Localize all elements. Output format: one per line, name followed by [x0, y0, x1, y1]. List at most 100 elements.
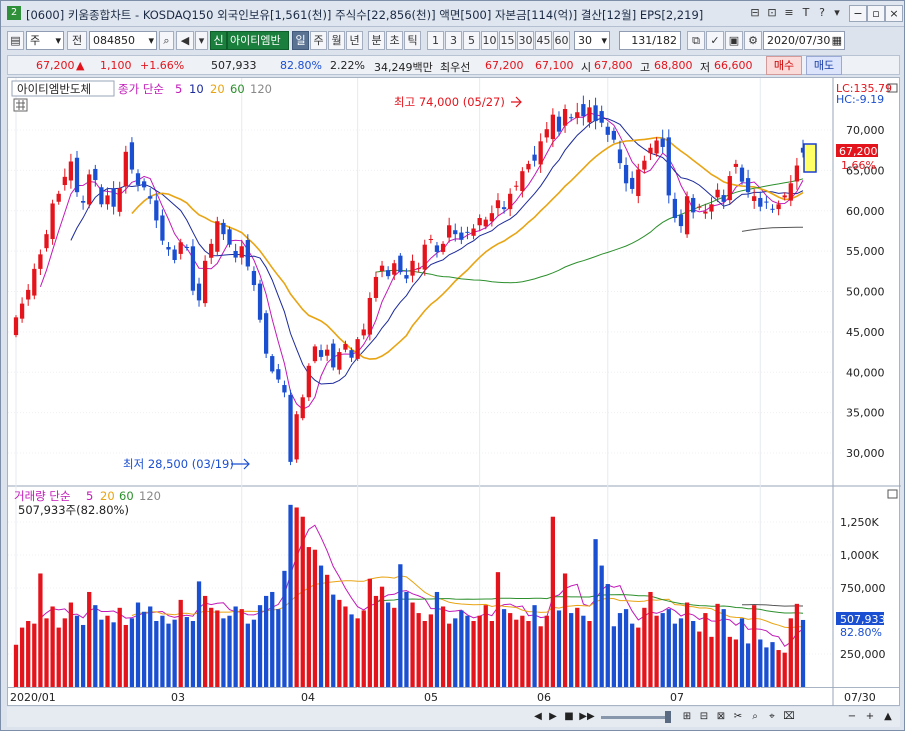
tool-check-icon[interactable]: ✓ [706, 31, 724, 50]
title-tool-1-icon[interactable]: ⊟ [750, 6, 760, 19]
tab-week[interactable]: 주 [310, 31, 327, 50]
volume-bar [26, 621, 31, 687]
tab-day[interactable]: 일 [292, 31, 309, 50]
interval-10[interactable]: 10 [481, 31, 498, 50]
candle-body [562, 109, 568, 126]
volume-bar [630, 623, 635, 687]
candle-body [465, 231, 470, 233]
fast-forward-button[interactable]: ▶▶ [579, 711, 595, 722]
zoom-out-button[interactable]: − [847, 711, 857, 722]
candle-body [80, 200, 86, 203]
grid-toggle-icon[interactable] [13, 98, 28, 112]
title-menu-icon[interactable]: ≡ [784, 6, 794, 19]
layout-icon[interactable]: ▤ [7, 31, 24, 50]
play-button[interactable]: ▶ [549, 711, 557, 722]
nav-tool-3-icon[interactable]: ⊠ [716, 711, 726, 722]
volume-bar [349, 614, 354, 687]
volume-bar [788, 618, 793, 687]
volume-bar [434, 591, 440, 687]
candle-body [154, 200, 159, 221]
interval-input[interactable]: 30 ▾ [574, 31, 610, 50]
price-volume-chart[interactable]: 70,000 65,000 60,000 55,000 50,000 45,000 40,0… [8, 78, 901, 689]
nav-tool-2-icon[interactable]: ⊟ [699, 711, 709, 722]
tab-second[interactable]: 초 [386, 31, 403, 50]
shin-badge[interactable]: 신 [210, 31, 227, 50]
x-label-jul: 07 [670, 691, 684, 704]
zoom-in-button[interactable]: + [865, 711, 875, 722]
tab-year[interactable]: 년 [346, 31, 363, 50]
crosshair-icon[interactable]: ⌖ [769, 711, 775, 722]
candle-body [306, 365, 311, 398]
stop-button[interactable]: ■ [564, 711, 574, 722]
candle-body [434, 245, 440, 252]
stock-code-input[interactable]: 084850 ▾ [89, 31, 157, 50]
help-icon[interactable]: ? [819, 6, 825, 19]
volume-bar [514, 619, 519, 687]
candle-body [514, 185, 519, 187]
interval-3[interactable]: 3 [445, 31, 462, 50]
zoom-slider[interactable] [601, 716, 671, 719]
candle-body [349, 350, 354, 358]
interval-15[interactable]: 15 [499, 31, 516, 50]
save-icon[interactable]: ▣ [725, 31, 743, 50]
interval-45[interactable]: 45 [535, 31, 552, 50]
volume-bar [739, 618, 745, 687]
price-plot-area[interactable] [8, 78, 833, 486]
search-icon[interactable]: ⌕ [159, 31, 174, 50]
panel-expand-icon[interactable] [887, 489, 898, 499]
scroll-up-button[interactable]: ▲ [884, 711, 892, 722]
date-input[interactable]: 2020/07/30 ▦ [763, 31, 845, 50]
nav-bar: ◀ ▶ ■ ▶▶ ⊞ ⊟ ⊠ ✂ ⌕ ⌖ ⌧ − + ▲ [7, 707, 900, 727]
candle-body [373, 276, 379, 298]
price-panel-expand-icon[interactable] [887, 83, 898, 93]
prev-button[interactable]: 전 [67, 31, 87, 50]
magnify-icon[interactable]: ⌕ [752, 711, 758, 722]
volume-bar [697, 631, 702, 687]
chart-pane[interactable]: 70,000 65,000 60,000 55,000 50,000 45,000 40,0… [7, 77, 901, 689]
volume-bar [678, 618, 684, 687]
compare-icon[interactable]: ⧉ [687, 31, 705, 50]
speaker-icon[interactable]: ◀ [176, 31, 194, 50]
candle-body [282, 385, 287, 393]
maximize-button[interactable]: ▫ [867, 5, 885, 22]
settings-icon[interactable]: ⚙ [744, 31, 762, 50]
ma20-line [131, 136, 804, 360]
volume-summary: 507,933주(82.80%) [18, 503, 129, 517]
minimize-button[interactable]: − [849, 5, 867, 22]
title-font-icon[interactable]: T [802, 6, 810, 19]
title-tool-2-icon[interactable]: ⊡ [767, 6, 777, 19]
interval-60[interactable]: 60 [553, 31, 570, 50]
dropdown-icon[interactable]: ▾ [834, 6, 840, 19]
interval-5[interactable]: 5 [463, 31, 480, 50]
volume-bar [68, 602, 74, 687]
priority-label: 최우선 [440, 61, 471, 74]
close-button[interactable]: × [885, 5, 903, 22]
volume-bar [367, 578, 372, 687]
zoom-slider-handle[interactable] [665, 711, 671, 723]
candle-body [209, 243, 214, 258]
interval-30[interactable]: 30 [517, 31, 534, 50]
nav-tool-1-icon[interactable]: ⊞ [682, 711, 692, 722]
volume-bar [428, 614, 433, 687]
volume-bar [257, 605, 263, 687]
stock-name[interactable]: 아이티엠반 [227, 31, 289, 50]
scroll-left-button[interactable]: ◀ [534, 711, 542, 722]
x-axis: 2020/01 03 04 05 06 07 07/30 [7, 688, 900, 706]
sell-button[interactable]: 매도 [806, 56, 842, 75]
price-tick-label: 60,000 [846, 205, 885, 218]
buy-button[interactable]: 매수 [766, 56, 802, 75]
candle-body [178, 242, 183, 254]
tab-month[interactable]: 월 [328, 31, 345, 50]
volume-bar [276, 609, 281, 687]
tab-tick[interactable]: 틱 [404, 31, 421, 50]
erase-icon[interactable]: ⌧ [783, 711, 795, 722]
interval-1[interactable]: 1 [427, 31, 444, 50]
tab-minute[interactable]: 분 [368, 31, 385, 50]
x-label-jun: 06 [537, 691, 551, 704]
volume-bar [727, 636, 732, 687]
price-tick-label: 50,000 [846, 286, 885, 299]
candle-body [489, 213, 494, 222]
market-select[interactable]: 주 ▾ [26, 31, 64, 50]
speaker-menu-icon[interactable]: ▾ [195, 31, 208, 50]
cut-icon[interactable]: ✂ [733, 711, 743, 722]
